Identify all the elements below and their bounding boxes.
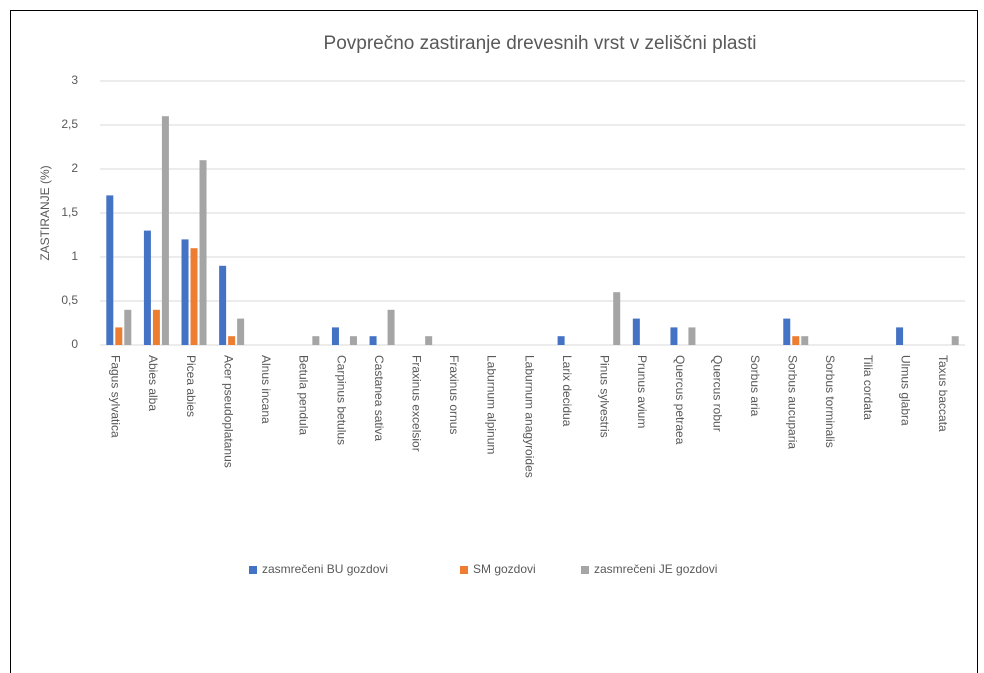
x-tick-label: Sorbus aucuparia	[786, 355, 800, 449]
y-tick-label: 0	[71, 337, 78, 351]
bar	[349, 336, 357, 345]
y-tick-label: 1	[71, 249, 78, 263]
y-tick-label: 2,5	[61, 117, 78, 131]
bar	[670, 327, 678, 345]
y-axis-label: ZASTIRANJE (%)	[38, 165, 52, 260]
x-tick-label: Betula pendula	[297, 355, 311, 435]
bar	[557, 336, 565, 345]
x-tick-label: Fagus sylvatica	[109, 355, 123, 438]
x-tick-label: Quercus robur	[710, 355, 724, 432]
bar	[228, 336, 236, 345]
bar	[237, 318, 245, 345]
x-tick-label: Ulmus glabra	[898, 355, 912, 426]
x-tick-label: Abies alba	[146, 355, 160, 411]
bar	[896, 327, 904, 345]
x-tick-label: Fraxinus excelsior	[410, 355, 424, 452]
x-tick-label: Laburnum alpinum	[485, 355, 499, 454]
x-tick-label: Castanea sativa	[372, 355, 386, 441]
legend-label: zasmrečeni JE gozdovi	[594, 562, 717, 576]
y-tick-label: 0,5	[61, 293, 78, 307]
bar	[190, 248, 198, 345]
x-tick-label: Fraxinus ornus	[447, 355, 461, 434]
y-tick-label: 1,5	[61, 205, 78, 219]
bar	[783, 318, 791, 345]
bar	[143, 230, 151, 345]
bar	[331, 327, 339, 345]
bar	[369, 336, 377, 345]
bar	[152, 309, 160, 345]
bar	[106, 195, 114, 345]
chart-frame	[10, 10, 978, 673]
x-tick-label: Carpinus betulus	[334, 355, 348, 445]
bar	[219, 265, 227, 345]
bar	[387, 309, 395, 345]
legend-swatch	[581, 566, 589, 574]
bar	[632, 318, 640, 345]
bar	[613, 292, 621, 345]
y-tick-label: 3	[71, 73, 78, 87]
x-tick-label: Pinus sylvestris	[598, 355, 612, 438]
bar	[951, 336, 959, 345]
x-tick-label: Picea abies	[184, 355, 198, 417]
x-tick-label: Tilia cordata	[861, 355, 875, 420]
bar	[161, 116, 169, 345]
legend-label: SM gozdovi	[473, 562, 536, 576]
bar	[792, 336, 800, 345]
bar	[688, 327, 696, 345]
x-tick-label: Alnus incana	[259, 355, 273, 424]
chart-title: Povprečno zastiranje drevesnih vrst v ze…	[324, 33, 757, 54]
bar	[312, 336, 320, 345]
x-tick-label: Sorbus aria	[748, 355, 762, 417]
bar	[801, 336, 809, 345]
x-tick-label: Quercus petraea	[673, 355, 687, 445]
legend-swatch	[249, 566, 257, 574]
x-tick-label: Acer pseudoplatanus	[221, 355, 235, 468]
x-tick-label: Prunus avium	[635, 355, 649, 428]
legend-swatch	[460, 566, 468, 574]
bar	[425, 336, 433, 345]
x-tick-label: Larix decidua	[560, 355, 574, 427]
bar	[115, 327, 123, 345]
x-tick-label: Laburnum anagyroides	[522, 355, 536, 478]
bar	[124, 309, 132, 345]
legend-label: zasmrečeni BU gozdovi	[262, 562, 388, 576]
bar	[181, 239, 189, 345]
y-tick-label: 2	[71, 161, 78, 175]
x-tick-label: Taxus baccata	[936, 355, 950, 432]
x-tick-label: Sorbus torminalis	[823, 355, 837, 448]
bar	[199, 160, 207, 345]
